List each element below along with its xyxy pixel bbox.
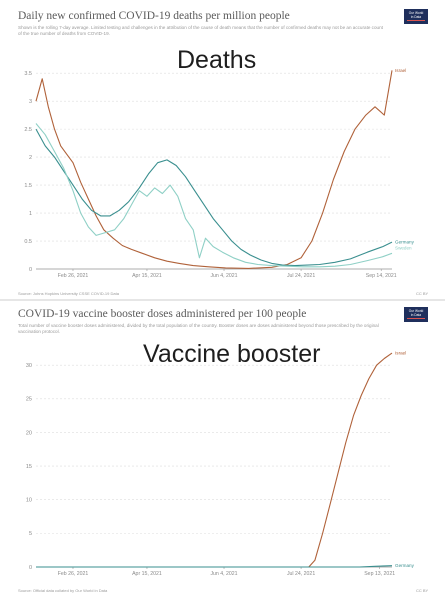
logo-line1: Our World [408,308,424,313]
x-tick-label: Jun 4, 2021 [210,571,237,577]
x-tick-label: Apr 15, 2021 [132,571,162,577]
series-line-sweden [35,123,393,268]
x-tick-label: Jun 4, 2021 [210,273,237,279]
chart-title: COVID-19 vaccine booster doses administe… [18,308,307,320]
series-label-germany: Germany [395,240,415,245]
logo-underline [407,20,425,22]
overlay-label: Deaths [177,46,257,74]
series-label-israel: Israel [395,351,406,356]
series-label-israel: Israel [395,68,406,73]
y-tick-label: 10 [26,498,32,504]
x-tick-label: Feb 26, 2021 [58,273,89,279]
booster-chart: 0 5 10 15 20 25 30 Feb 26, 2021 Apr 15, 2021 Jun … [26,351,415,577]
y-tick-label: 1 [29,211,32,217]
y-tick-label: 0 [29,565,32,571]
series-label-germany: Germany [395,563,415,568]
y-tick-label: 20 [26,430,32,436]
logo-line1: Our World [408,10,424,15]
chart-source: Source: Johns Hopkins University CSSE CO… [18,291,119,296]
panel-divider [0,299,445,301]
deaths-panel: Daily new confirmed COVID-19 deaths per … [0,0,445,300]
license-label: CC BY [416,588,429,593]
license-label: CC BY [416,291,429,296]
logo-line2: in Data [410,14,422,19]
x-tick-label: Feb 26, 2021 [58,571,89,577]
y-tick-label: 30 [26,363,32,369]
x-tick-label: Jul 24, 2021 [287,273,315,279]
owid-logo: Our World in Data [404,9,428,24]
y-tick-label: 0 [29,267,32,273]
x-tick-label: Jul 24, 2021 [287,571,315,577]
overlay-label: Vaccine booster [143,340,321,368]
y-tick-label: 5 [29,531,32,537]
y-tick-label: 2.5 [24,127,32,133]
chart-title: Daily new confirmed COVID-19 deaths per … [18,10,290,22]
booster-panel: COVID-19 vaccine booster doses administe… [0,301,445,604]
deaths-chart: 0 0.5 1 1.5 2 2.5 3 3.5 Feb 26, 2021 Apr 15, 2021… [24,68,415,279]
series-label-sweden: Sweden [395,246,412,251]
y-tick-label: 3.5 [24,71,32,77]
chart-subtitle: Shown is the rolling 7-day average. Limi… [18,25,383,36]
x-tick-label: Apr 15, 2021 [132,273,162,279]
y-tick-label: 0.5 [24,239,32,245]
x-tick-label: Sep 13, 2021 [364,571,395,577]
series-line-germany [35,128,393,267]
y-tick-label: 2 [29,155,32,161]
logo-underline [407,318,425,320]
y-tick-label: 15 [26,464,32,470]
y-tick-label: 3 [29,99,32,105]
x-tick-label: Sep 14, 2021 [366,273,397,279]
series-line-germany [36,565,393,568]
logo-line2: in Data [410,312,422,317]
chart-source: Source: Official data collated by Our Wo… [18,588,108,593]
y-tick-label: 25 [26,397,32,403]
series-line-israel [35,70,393,269]
series-line-israel [36,352,393,568]
y-tick-label: 1.5 [24,183,32,189]
owid-logo: Our World in Data [404,307,428,322]
chart-subtitle: Total number of vaccine booster doses ad… [18,323,379,334]
